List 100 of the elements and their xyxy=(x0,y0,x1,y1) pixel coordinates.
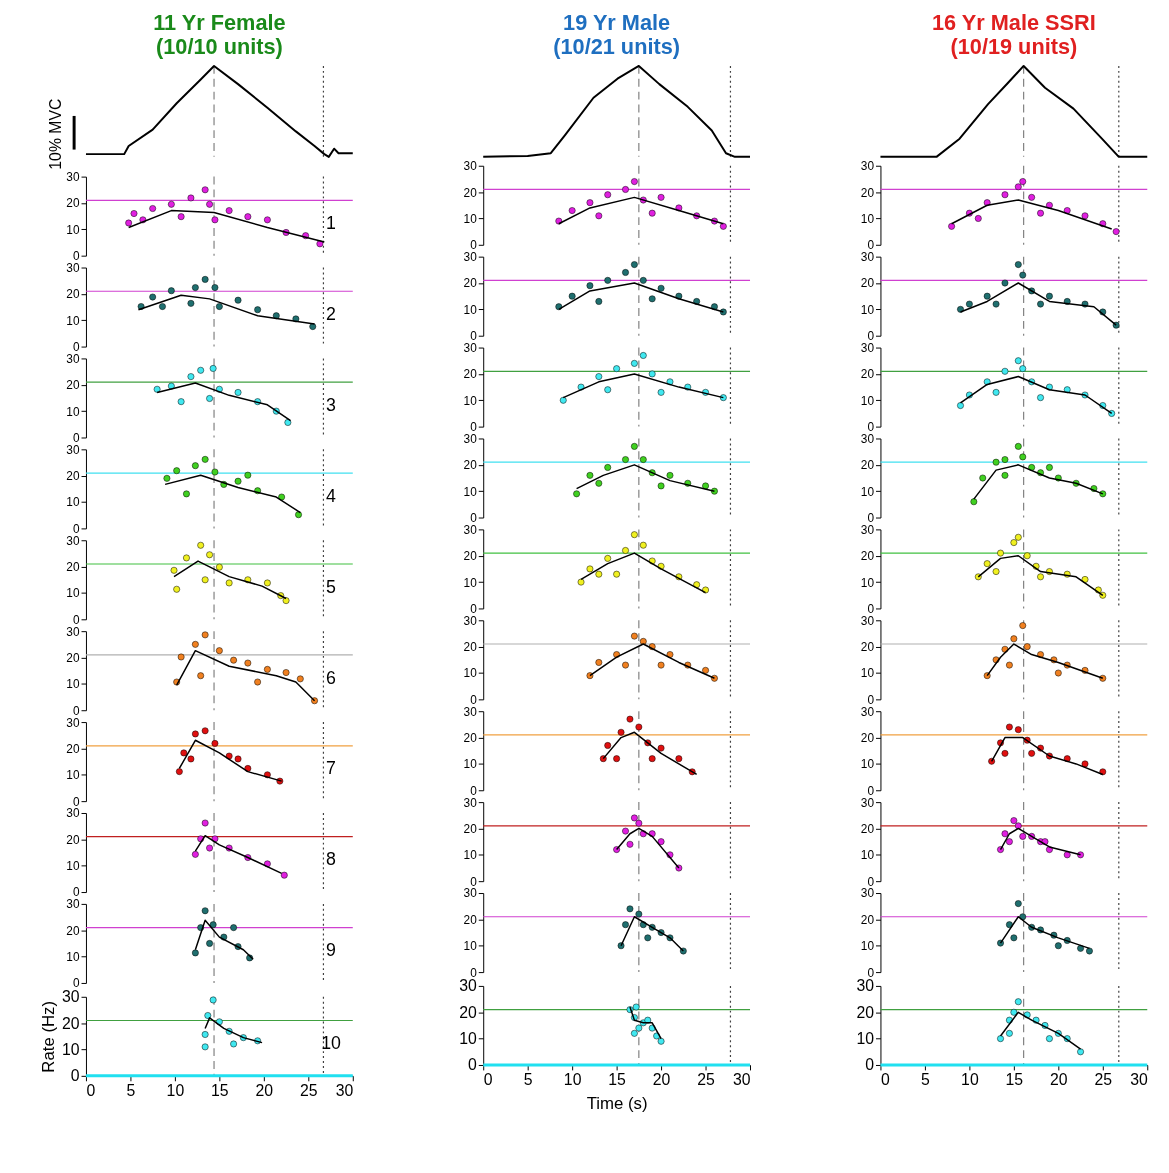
x-tick-label: 20 xyxy=(255,1082,274,1100)
y-tick-label: 10 xyxy=(860,575,875,590)
y-tick-label: 30 xyxy=(463,522,478,537)
y-tick-label: 0 xyxy=(867,238,875,253)
x-tick-label: 25 xyxy=(300,1082,318,1100)
y-tick-label: 20 xyxy=(66,378,80,393)
y-tick-label: 0 xyxy=(470,510,478,525)
y-tick-label: 0 xyxy=(72,703,80,718)
y-tick-label: 10 xyxy=(860,757,875,772)
text: 10% MVC xyxy=(47,98,65,170)
y-tick-label: 10 xyxy=(66,495,80,510)
annotation: 4 xyxy=(326,485,337,506)
x-tick-label: 0 xyxy=(86,1082,96,1100)
y-tick-label: 10 xyxy=(463,211,478,226)
y-tick-label: 20 xyxy=(463,276,478,291)
y-tick-label: 20 xyxy=(860,912,875,927)
y-tick-label: 0 xyxy=(72,612,80,627)
y-tick-label: 30 xyxy=(66,533,80,548)
y-tick-label: 10 xyxy=(860,393,875,408)
y-tick-label: 30 xyxy=(66,715,80,730)
x-tick-label: 10 xyxy=(563,1071,582,1089)
y-tick-label: 20 xyxy=(66,650,80,665)
y-tick-label: 20 xyxy=(463,912,478,927)
y-tick-label: 0 xyxy=(867,965,875,980)
y-tick-label: 30 xyxy=(463,613,478,628)
y-tick-label: 30 xyxy=(860,341,875,356)
y-tick-label: 20 xyxy=(66,196,80,211)
annotation: 8 xyxy=(326,849,337,870)
annotation: 9 xyxy=(326,940,337,961)
y-tick-label: 0 xyxy=(72,794,80,809)
y-tick-label: 0 xyxy=(72,885,80,900)
y-tick-label: 20 xyxy=(860,185,875,200)
y-tick-label: 30 xyxy=(860,795,875,810)
y-tick-label: 10 xyxy=(463,575,478,590)
y-tick-label: 20 xyxy=(66,560,80,575)
y-tick-label: 30 xyxy=(860,159,875,174)
y-tick-label: 10 xyxy=(860,484,875,499)
y-tick-label: 30 xyxy=(66,442,80,457)
y-tick-label: 30 xyxy=(463,795,478,810)
y-tick-label: 30 xyxy=(860,613,875,628)
y-tick-label: 20 xyxy=(860,821,875,836)
y-tick-label: 0 xyxy=(470,783,478,798)
x-tick-label: 30 xyxy=(1130,1071,1148,1089)
y-tick-label: 10 xyxy=(66,768,80,783)
y-tick-label: 10 xyxy=(860,211,875,226)
y-tick-label: 10 xyxy=(860,302,875,317)
y-tick-label: 0 xyxy=(867,510,875,525)
y-tick-label: 0 xyxy=(467,1056,477,1074)
x-tick-label: 15 xyxy=(608,1071,627,1089)
y-tick-label: 30 xyxy=(860,704,875,719)
x-tick-label: 0 xyxy=(483,1071,493,1089)
y-tick-label: 20 xyxy=(860,549,875,564)
y-axis-title: Rate (Hz) xyxy=(39,1000,59,1073)
annotation: 2 xyxy=(326,303,336,324)
annotation: 10 xyxy=(321,1033,342,1054)
y-tick-label: 10 xyxy=(860,939,875,954)
y-tick-label: 0 xyxy=(470,601,478,616)
y-tick-label: 10 xyxy=(463,484,478,499)
y-tick-label: 0 xyxy=(470,874,478,889)
x-tick-label: 15 xyxy=(1005,1071,1024,1089)
y-tick-label: 10 xyxy=(860,848,875,863)
y-tick-label: 20 xyxy=(459,1003,477,1021)
y-tick-label: 20 xyxy=(463,185,478,200)
y-tick-label: 20 xyxy=(61,1014,80,1032)
y-tick-label: 10 xyxy=(66,586,80,601)
y-tick-label: 0 xyxy=(865,1056,875,1074)
y-tick-label: 0 xyxy=(867,329,875,344)
y-tick-label: 30 xyxy=(66,624,80,639)
y-tick-label: 10 xyxy=(66,677,80,692)
x-tick-label: 15 xyxy=(211,1082,229,1100)
x-tick-label: 20 xyxy=(1050,1071,1068,1089)
y-tick-label: 10 xyxy=(463,302,478,317)
x-tick-label: 30 xyxy=(732,1071,751,1089)
y-tick-label: 30 xyxy=(463,159,478,174)
y-tick-label: 20 xyxy=(66,469,80,484)
y-tick-label: 0 xyxy=(470,238,478,253)
y-tick-label: 10 xyxy=(66,313,80,328)
y-tick-label: 10 xyxy=(66,404,80,419)
y-tick-label: 20 xyxy=(860,458,875,473)
y-tick-label: 0 xyxy=(470,692,478,707)
y-tick-label: 0 xyxy=(470,329,478,344)
y-tick-label: 10 xyxy=(61,1040,80,1058)
x-tick-label: 25 xyxy=(697,1071,716,1089)
y-tick-label: 20 xyxy=(463,640,478,655)
y-tick-label: 20 xyxy=(856,1003,875,1021)
y-tick-label: 0 xyxy=(72,521,80,536)
y-tick-label: 0 xyxy=(867,783,875,798)
x-tick-label: 5 xyxy=(523,1071,533,1089)
y-tick-label: 20 xyxy=(66,287,80,302)
x-tick-label: 20 xyxy=(652,1071,671,1089)
y-tick-label: 0 xyxy=(867,874,875,889)
x-tick-label: 25 xyxy=(1094,1071,1113,1089)
y-tick-label: 20 xyxy=(463,821,478,836)
y-tick-label: 10 xyxy=(463,757,478,772)
y-tick-label: 20 xyxy=(860,640,875,655)
y-tick-label: 30 xyxy=(66,806,80,821)
annotation: 1 xyxy=(326,212,337,233)
x-axis-title: Time (s) xyxy=(586,1093,648,1113)
y-tick-label: 20 xyxy=(463,731,478,746)
annotation: 6 xyxy=(326,667,337,688)
